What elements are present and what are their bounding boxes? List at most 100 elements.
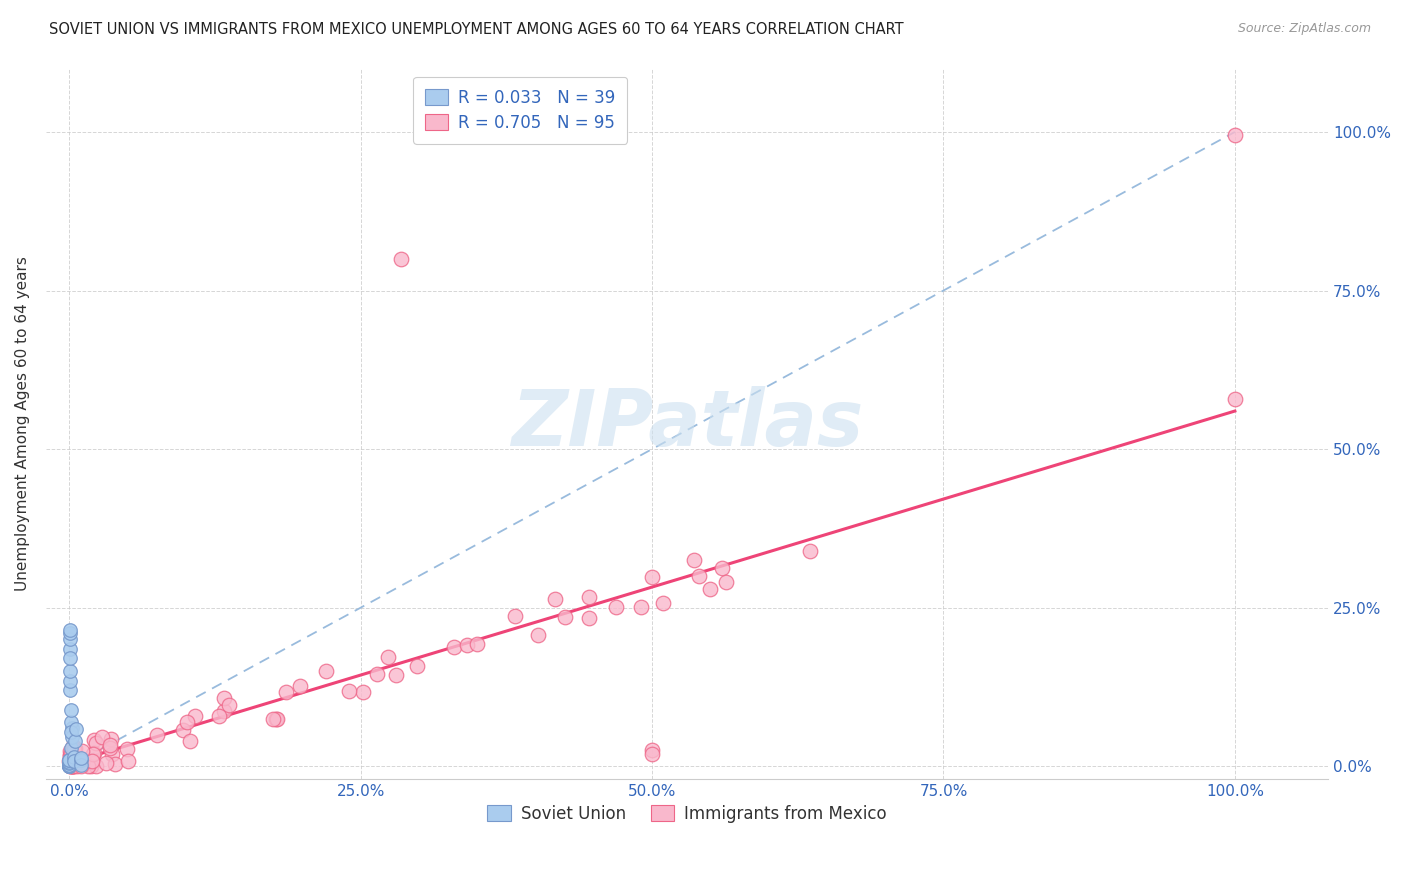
Point xyxy=(58,754,80,768)
Point xyxy=(60,759,83,773)
Point xyxy=(117,741,139,756)
Point xyxy=(62,746,84,760)
Point xyxy=(58,758,80,772)
Point xyxy=(62,739,84,753)
Point xyxy=(62,744,84,758)
Point xyxy=(62,759,84,773)
Point xyxy=(630,600,652,615)
Point xyxy=(652,596,675,610)
Point xyxy=(274,685,297,699)
Point xyxy=(84,759,107,773)
Point xyxy=(799,544,821,558)
Point xyxy=(578,610,600,624)
Point xyxy=(59,651,82,665)
Point xyxy=(544,592,567,607)
Point xyxy=(59,759,82,773)
Point xyxy=(80,754,103,768)
Point xyxy=(716,574,738,589)
Point xyxy=(456,638,478,652)
Point xyxy=(262,712,284,726)
Point xyxy=(72,753,94,767)
Point xyxy=(59,748,82,763)
Point xyxy=(214,705,236,719)
Point xyxy=(59,632,82,647)
Point xyxy=(62,759,84,773)
Point xyxy=(62,742,84,756)
Point xyxy=(1223,128,1246,142)
Point xyxy=(59,673,82,688)
Point xyxy=(60,725,83,739)
Point xyxy=(60,759,83,773)
Point xyxy=(83,733,105,747)
Text: Source: ZipAtlas.com: Source: ZipAtlas.com xyxy=(1237,22,1371,36)
Point xyxy=(70,744,93,758)
Point xyxy=(63,745,86,759)
Point xyxy=(58,753,80,767)
Point xyxy=(58,753,80,767)
Point xyxy=(208,708,231,723)
Point xyxy=(62,748,84,763)
Point xyxy=(84,736,107,750)
Point xyxy=(526,628,548,642)
Point xyxy=(58,758,80,772)
Point xyxy=(315,664,337,678)
Point xyxy=(60,756,83,771)
Point xyxy=(62,745,84,759)
Point xyxy=(62,747,84,761)
Point xyxy=(290,679,312,693)
Point xyxy=(70,751,93,765)
Point xyxy=(443,640,465,655)
Point xyxy=(58,759,80,773)
Point xyxy=(58,757,80,772)
Point xyxy=(60,714,83,729)
Point xyxy=(59,749,82,764)
Point xyxy=(688,569,710,583)
Point xyxy=(62,757,84,772)
Point xyxy=(384,668,406,682)
Point xyxy=(62,754,84,768)
Point xyxy=(605,599,627,614)
Point xyxy=(212,690,235,705)
Point xyxy=(218,698,240,712)
Point xyxy=(641,743,664,757)
Text: SOVIET UNION VS IMMIGRANTS FROM MEXICO UNEMPLOYMENT AMONG AGES 60 TO 64 YEARS CO: SOVIET UNION VS IMMIGRANTS FROM MEXICO U… xyxy=(49,22,904,37)
Point xyxy=(264,712,287,726)
Point xyxy=(699,582,721,596)
Point xyxy=(62,749,84,764)
Point xyxy=(58,757,80,772)
Point xyxy=(69,759,91,773)
Point xyxy=(58,758,80,772)
Text: ZIPatlas: ZIPatlas xyxy=(510,385,863,462)
Point xyxy=(96,756,118,771)
Point xyxy=(76,759,98,773)
Point xyxy=(377,649,399,664)
Point xyxy=(352,685,374,699)
Point xyxy=(117,754,139,768)
Point xyxy=(58,755,80,769)
Point xyxy=(60,721,83,735)
Point xyxy=(60,746,83,760)
Point xyxy=(66,759,89,773)
Point xyxy=(58,756,80,770)
Point xyxy=(59,641,82,656)
Point xyxy=(406,658,429,673)
Point xyxy=(58,756,80,770)
Point xyxy=(184,709,207,723)
Point xyxy=(104,756,127,771)
Point xyxy=(59,664,82,678)
Point xyxy=(366,667,388,681)
Point xyxy=(59,683,82,698)
Point xyxy=(710,561,733,575)
Point xyxy=(682,553,704,567)
Point xyxy=(101,747,124,761)
Point xyxy=(58,626,80,640)
Point xyxy=(63,734,86,748)
Point xyxy=(172,723,194,737)
Point xyxy=(100,731,122,746)
Legend: Soviet Union, Immigrants from Mexico: Soviet Union, Immigrants from Mexico xyxy=(475,793,898,835)
Point xyxy=(80,759,103,773)
Point xyxy=(98,738,121,752)
Point xyxy=(58,759,80,773)
Point xyxy=(467,637,489,651)
Point xyxy=(62,752,84,766)
